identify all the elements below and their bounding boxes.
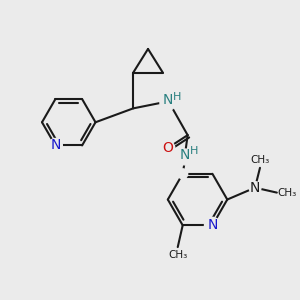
Text: CH₃: CH₃ — [168, 250, 188, 260]
Circle shape — [177, 149, 193, 165]
Text: N: N — [50, 138, 61, 152]
Text: CH₃: CH₃ — [250, 155, 270, 165]
Circle shape — [205, 218, 220, 233]
Circle shape — [249, 182, 261, 194]
Text: N: N — [179, 148, 190, 162]
Text: O: O — [162, 141, 173, 155]
Text: H: H — [172, 92, 181, 101]
Text: H: H — [189, 146, 198, 156]
Circle shape — [48, 139, 62, 152]
Text: N: N — [250, 181, 260, 195]
Circle shape — [161, 141, 175, 155]
Text: CH₃: CH₃ — [277, 188, 296, 198]
Text: N: N — [207, 218, 218, 232]
Circle shape — [160, 94, 176, 110]
Text: N: N — [163, 94, 173, 107]
Circle shape — [178, 169, 188, 179]
